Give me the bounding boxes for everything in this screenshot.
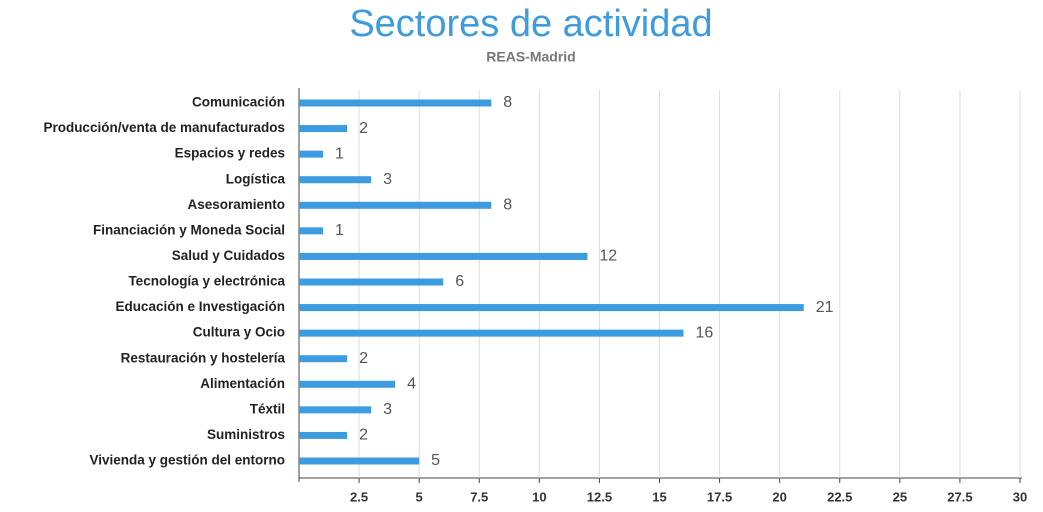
value-label: 21 <box>816 299 834 316</box>
y-tick-label: Suministros <box>207 427 285 442</box>
y-tick-label: Espacios y redes <box>175 146 285 161</box>
x-tick-label: 30 <box>1013 489 1027 504</box>
value-label: 16 <box>696 324 714 341</box>
x-tick-label: 25 <box>893 489 907 504</box>
value-label: 8 <box>503 94 512 111</box>
bar <box>299 125 348 133</box>
bar <box>299 431 348 439</box>
bar <box>299 329 684 337</box>
x-tick-label: 27.5 <box>947 489 972 504</box>
y-tick-label: Financiación y Moneda Social <box>93 222 285 237</box>
value-label: 4 <box>407 376 416 393</box>
x-tick-label: 17.5 <box>707 489 732 504</box>
bar <box>299 457 420 465</box>
value-label: 1 <box>335 222 344 239</box>
value-label: 6 <box>455 273 464 290</box>
x-tick-label: 2.5 <box>350 489 368 504</box>
x-tick-label: 10 <box>532 489 546 504</box>
value-label: 2 <box>359 120 368 137</box>
bar <box>299 278 444 286</box>
y-tick-label: Téxtil <box>250 401 285 416</box>
bar <box>299 201 492 209</box>
value-label: 5 <box>431 452 440 469</box>
bar <box>299 406 372 414</box>
bar <box>299 176 372 184</box>
y-tick-label: Salud y Cuidados <box>172 248 285 263</box>
bar <box>299 150 324 158</box>
value-label: 2 <box>359 350 368 367</box>
bar <box>299 380 396 388</box>
value-label: 8 <box>503 197 512 214</box>
chart-title: Sectores de actividad <box>349 3 712 45</box>
bar <box>299 99 492 107</box>
y-tick-label: Tecnología y electrónica <box>128 274 285 289</box>
y-tick-label: Educación e Investigación <box>115 299 285 314</box>
x-tick-label: 20 <box>772 489 786 504</box>
x-tick-label: 15 <box>652 489 666 504</box>
bar <box>299 252 588 260</box>
value-label: 12 <box>599 248 617 265</box>
y-tick-label: Comunicación <box>192 95 285 110</box>
y-tick-label: Alimentación <box>200 376 285 391</box>
bar <box>299 304 804 312</box>
y-tick-label: Producción/venta de manufacturados <box>43 120 285 135</box>
value-label: 3 <box>383 401 392 418</box>
y-tick-label: Asesoramiento <box>187 197 285 212</box>
y-tick-label: Restauración y hostelería <box>121 350 286 365</box>
x-tick-label: 5 <box>416 489 423 504</box>
y-tick-label: Vivienda y gestión del entorno <box>89 453 285 468</box>
x-tick-label: 12.5 <box>587 489 612 504</box>
value-label: 2 <box>359 427 368 444</box>
bar <box>299 355 348 363</box>
chart-subtitle: REAS-Madrid <box>486 49 575 65</box>
value-label: 1 <box>335 145 344 162</box>
y-tick-label: Logística <box>226 171 286 186</box>
y-tick-label: Cultura y Ocio <box>193 325 285 340</box>
bar <box>299 227 324 235</box>
x-tick-label: 7.5 <box>470 489 488 504</box>
x-tick-label: 22.5 <box>827 489 852 504</box>
value-label: 3 <box>383 171 392 188</box>
